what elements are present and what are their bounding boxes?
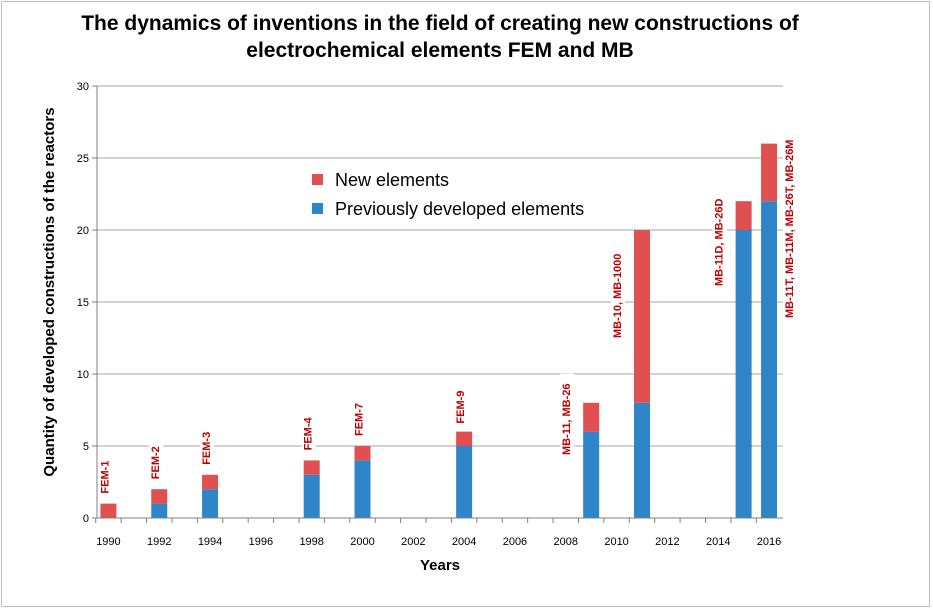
annotation-label: MB-11T, MB-11M, MB-26T, MB-26M [784,140,796,318]
annotation-label: MB-10, MB-1000 [612,254,624,338]
y-tick-label: 0 [83,513,89,525]
bar-previous-1994 [202,489,219,518]
y-tick-label: 5 [83,441,89,453]
bar-new-1990 [100,503,117,518]
annotation-bg [712,191,727,288]
annotation-1998: FEM-4 [301,415,316,453]
bar-previous-2004 [456,446,473,518]
x-tick-label: 2000 [350,536,374,548]
x-tick-label: 2010 [604,536,628,548]
annotation-1990: FEM-1 [98,458,113,496]
y-tick-label: 25 [77,153,89,165]
bar-new-1992 [151,489,168,504]
x-tick-label: 2008 [554,536,578,548]
annotation-label: MB-11, MB-26 [561,383,573,455]
annotation-1992: FEM-2 [149,444,164,482]
legend: New elements Previously developed element… [312,170,584,219]
annotation-label: FEM-1 [99,461,111,494]
annotation-bg [454,388,469,426]
x-tick-label: 1994 [198,536,222,548]
chart-title: The dynamics of inventions in the field … [81,12,799,62]
x-tick-label: 1998 [299,536,323,548]
annotation-2000: FEM-7 [352,401,367,438]
bar-previous-1998 [303,474,320,518]
annotation-bg [352,401,367,438]
bar-new-1994 [202,474,219,490]
legend-label-previous: Previously developed elements [335,199,584,219]
x-tick-label: 2006 [503,536,527,548]
x-tick-label: 2002 [401,536,425,548]
bar-previous-2000 [354,460,371,518]
bar-new-2009 [583,402,600,432]
annotation-2011: MB-10, MB-1000 [610,243,625,340]
y-tick-label: 15 [77,297,89,309]
annotation-label: FEM-2 [150,446,162,479]
annotation-2015: MB-11D, MB-26D [712,191,727,288]
annotation-label: MB-11D, MB-26D [714,199,726,286]
annotation-bg [560,373,575,457]
y-axis-title: Quantity of developed constructions of t… [41,107,58,476]
legend-swatch-new [312,174,323,185]
bar-new-2011 [633,230,650,403]
annotation-2004: FEM-9 [454,388,469,426]
annotation-bg [200,429,215,467]
x-tick-label: 2016 [757,536,781,548]
annotations-group: FEM-1 FEM-2 FEM-3 FEM-4 FEM-7 FEM-9 MB-11, MB-… [98,118,798,496]
bar-previous-2015 [735,230,752,518]
bar-previous-2011 [633,402,650,518]
annotation-2009: MB-11, MB-26 [560,373,575,457]
bars-group [100,143,778,518]
axes-group [92,85,783,523]
x-axis-title: Years [420,557,460,574]
tick-labels: 0 5 10 15 20 25 30 1990 1992 1994 1996 1998 2000 2002… [77,81,782,548]
legend-swatch-previous [312,203,323,214]
annotation-label: FEM-7 [354,403,366,436]
y-tick-label: 20 [77,225,89,237]
x-tick-label: 1992 [147,536,171,548]
x-tick-label: 2014 [706,536,730,548]
annotation-1994: FEM-3 [200,429,215,467]
annotation-bg [610,243,625,340]
y-tick-label: 10 [77,369,89,381]
annotation-2016: MB-11T, MB-11M, MB-26T, MB-26M [783,118,798,320]
bar-new-2004 [456,431,473,446]
bar-new-1998 [303,460,320,475]
annotation-label: FEM-4 [303,417,315,451]
annotation-label: FEM-9 [455,391,467,424]
x-tick-label: 2004 [452,536,476,548]
bar-new-2000 [354,446,371,461]
annotation-bg [301,415,316,453]
y-tick-label: 30 [77,81,89,93]
bar-previous-2016 [761,201,778,518]
bar-previous-2009 [583,431,600,518]
x-tick-label: 1996 [249,536,273,548]
bar-previous-1992 [151,503,168,518]
legend-label-new: New elements [335,170,449,190]
x-tick-label: 2012 [655,536,679,548]
annotation-bg [783,118,798,320]
x-tick-label: 1990 [96,536,120,548]
annotation-label: FEM-3 [201,432,213,465]
annotation-bg [149,444,164,482]
grid-lines [97,85,783,447]
bar-new-2016 [761,143,778,202]
annotation-bg [98,458,113,496]
bar-new-2015 [735,201,752,230]
